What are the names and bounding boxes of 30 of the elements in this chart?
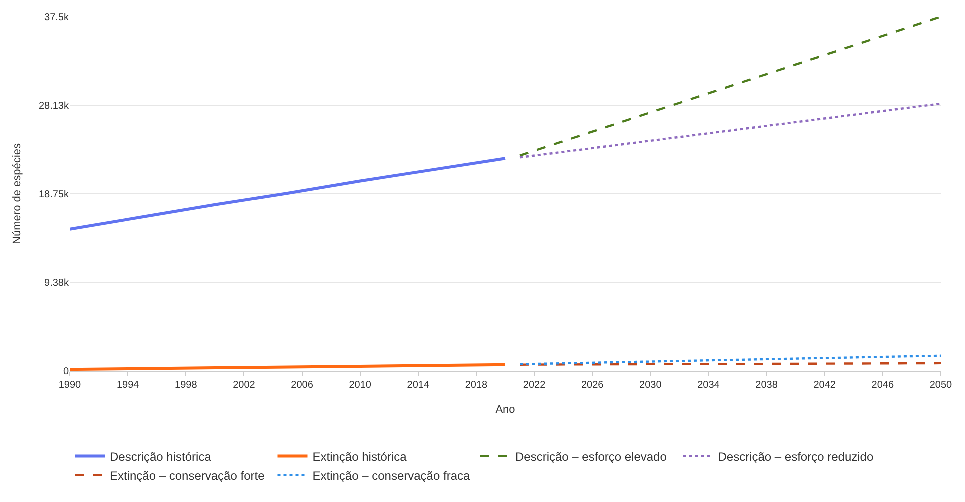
x-axis-title: Ano — [496, 404, 516, 416]
x-tick-label: 2026 — [581, 380, 604, 391]
y-tick-label: 28.13k — [38, 100, 70, 112]
legend-label: Descrição histórica — [110, 450, 212, 464]
y-tick-label: 9.38k — [44, 278, 70, 289]
x-tick-label: 2014 — [407, 380, 430, 391]
x-tick-label: 2022 — [523, 380, 546, 391]
legend-label: Extinção – conservação fraca — [312, 468, 470, 483]
x-tick-label: 1990 — [58, 380, 82, 391]
y-tick-label: 0 — [63, 366, 70, 378]
x-tick-label: 2034 — [698, 380, 720, 391]
y-axis-title: Número de espécies — [12, 143, 24, 244]
x-tick-label: 2030 — [640, 380, 662, 391]
legend-label: Descrição – esforço reduzido — [718, 450, 874, 464]
x-tick-label: 2046 — [872, 380, 894, 391]
legend-label: Extinção histórica — [312, 450, 408, 464]
x-tick-label: 2042 — [814, 380, 836, 391]
y-tick-label: 37.5k — [44, 12, 70, 24]
x-tick-label: 2050 — [930, 380, 953, 391]
legend-label: Extinção – conservação forte — [110, 468, 266, 483]
x-tick-label: 2002 — [233, 380, 256, 391]
x-tick-label: 2018 — [465, 380, 488, 391]
y-tick-label: 18.75k — [38, 190, 70, 200]
x-tick-label: 1998 — [175, 380, 198, 391]
x-tick-label: 1994 — [116, 380, 140, 391]
x-tick-label: 2006 — [291, 380, 314, 391]
line-series — [70, 157, 507, 231]
legend-label: Descrição – esforço elevado — [515, 450, 668, 464]
x-tick-label: 2038 — [756, 380, 778, 391]
x-tick-label: 2010 — [349, 380, 372, 391]
